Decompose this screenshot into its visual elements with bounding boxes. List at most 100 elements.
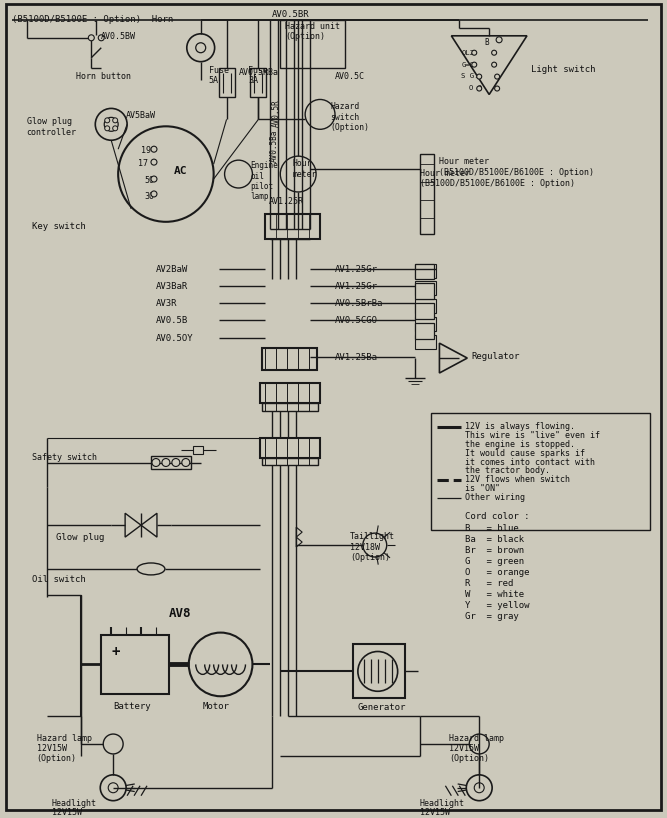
Text: AV1.25Ba: AV1.25Ba — [335, 353, 378, 362]
Circle shape — [105, 118, 109, 123]
FancyBboxPatch shape — [415, 323, 434, 339]
Text: AV1.25R: AV1.25R — [268, 197, 303, 206]
Circle shape — [100, 775, 126, 801]
Text: Motor: Motor — [203, 702, 229, 711]
Circle shape — [113, 118, 117, 123]
Text: Headlight: Headlight — [51, 798, 97, 807]
Text: AV0.5B: AV0.5B — [156, 317, 188, 326]
Text: is "ON": is "ON" — [466, 484, 500, 493]
Text: Safety switch: Safety switch — [31, 452, 97, 461]
Circle shape — [474, 783, 484, 793]
Circle shape — [472, 50, 477, 55]
Circle shape — [151, 191, 157, 197]
Text: Cord color :: Cord color : — [466, 512, 530, 521]
Text: Hour meter
(B5100D/B5100E/B6100E : Option): Hour meter (B5100D/B5100E/B6100E : Optio… — [420, 169, 574, 188]
Circle shape — [280, 156, 316, 192]
Text: Key switch: Key switch — [31, 222, 85, 231]
Circle shape — [305, 100, 335, 129]
Circle shape — [466, 775, 492, 801]
Circle shape — [105, 126, 109, 131]
FancyBboxPatch shape — [101, 635, 169, 694]
Text: Fuse
3A: Fuse 3A — [249, 65, 268, 85]
Text: Other wiring: Other wiring — [466, 493, 526, 502]
FancyBboxPatch shape — [415, 281, 436, 295]
Circle shape — [472, 62, 477, 67]
FancyBboxPatch shape — [415, 317, 436, 331]
Circle shape — [470, 734, 489, 754]
Text: Glow plug
controller: Glow plug controller — [27, 117, 77, 137]
Text: AV1.25Gr: AV1.25Gr — [335, 264, 378, 273]
Text: the tractor body.: the tractor body. — [466, 466, 550, 475]
Text: 12V15W: 12V15W — [37, 744, 67, 753]
FancyBboxPatch shape — [420, 154, 434, 234]
Circle shape — [108, 783, 118, 793]
Circle shape — [225, 160, 252, 188]
Circle shape — [103, 734, 123, 754]
Text: OL2: OL2 — [462, 50, 474, 56]
Text: It would cause sparks if: It would cause sparks if — [466, 448, 585, 457]
Text: W   = white: W = white — [466, 590, 524, 599]
Circle shape — [477, 86, 482, 91]
FancyBboxPatch shape — [262, 348, 317, 370]
FancyBboxPatch shape — [415, 263, 434, 280]
Text: Y   = yellow: Y = yellow — [466, 600, 530, 609]
Circle shape — [363, 533, 387, 557]
Text: +: + — [111, 645, 119, 658]
Circle shape — [113, 126, 117, 131]
Circle shape — [151, 176, 157, 182]
Circle shape — [182, 459, 190, 466]
Circle shape — [95, 109, 127, 140]
Circle shape — [495, 74, 500, 79]
Circle shape — [162, 459, 170, 466]
Text: Hazard unit
(Option): Hazard unit (Option) — [285, 22, 340, 41]
Text: AV3R: AV3R — [156, 299, 177, 308]
Text: R   = red: R = red — [466, 579, 514, 588]
Text: Generator: Generator — [358, 703, 406, 712]
Text: Fuse
5A: Fuse 5A — [209, 65, 229, 85]
Text: This wire is "live" even if: This wire is "live" even if — [466, 431, 600, 440]
FancyBboxPatch shape — [265, 213, 320, 239]
FancyBboxPatch shape — [353, 644, 405, 699]
Text: Gr  = gray: Gr = gray — [466, 612, 519, 621]
Circle shape — [118, 126, 213, 222]
Text: Light switch: Light switch — [531, 65, 596, 74]
Text: AV5BaW: AV5BaW — [126, 111, 156, 120]
Circle shape — [152, 459, 160, 466]
Text: 19: 19 — [141, 146, 151, 155]
Text: (Option): (Option) — [37, 754, 77, 763]
Text: Ba  = black: Ba = black — [466, 535, 524, 544]
Text: B   = blue: B = blue — [466, 524, 519, 533]
Text: AV0.5OY: AV0.5OY — [156, 335, 193, 344]
Text: the engine is stopped.: the engine is stopped. — [466, 439, 576, 448]
Text: AV0.5C: AV0.5C — [335, 72, 365, 81]
Text: AV1.25Gr: AV1.25Gr — [335, 282, 378, 291]
Text: Hazard lamp: Hazard lamp — [37, 734, 91, 743]
Text: Headlight: Headlight — [420, 798, 464, 807]
Polygon shape — [296, 527, 302, 537]
Text: AV0.5R: AV0.5R — [272, 100, 281, 128]
FancyBboxPatch shape — [432, 413, 650, 530]
Text: Hazard lamp: Hazard lamp — [450, 734, 504, 743]
FancyBboxPatch shape — [415, 284, 434, 299]
Text: AV0.5CGO: AV0.5CGO — [335, 317, 378, 326]
Text: Hour
meter: Hour meter — [292, 160, 317, 178]
FancyBboxPatch shape — [280, 20, 345, 68]
Text: 50: 50 — [144, 176, 154, 185]
Circle shape — [151, 146, 157, 152]
Circle shape — [104, 117, 118, 132]
Text: AV0.5RBa: AV0.5RBa — [239, 68, 279, 77]
FancyBboxPatch shape — [260, 383, 320, 402]
Text: AV0.5BW: AV0.5BW — [101, 32, 136, 41]
Text: AV0.5Ba: AV0.5Ba — [270, 129, 279, 162]
Text: Glow plug: Glow plug — [57, 533, 105, 542]
Circle shape — [358, 651, 398, 691]
FancyBboxPatch shape — [262, 402, 318, 411]
Text: Oil switch: Oil switch — [31, 575, 85, 584]
Circle shape — [189, 632, 252, 696]
Text: 17: 17 — [138, 160, 148, 169]
FancyBboxPatch shape — [415, 335, 436, 349]
Circle shape — [492, 50, 497, 55]
Text: S G.: S G. — [462, 73, 479, 79]
Text: Regulator: Regulator — [472, 352, 520, 361]
Text: AV3BaR: AV3BaR — [156, 282, 188, 291]
